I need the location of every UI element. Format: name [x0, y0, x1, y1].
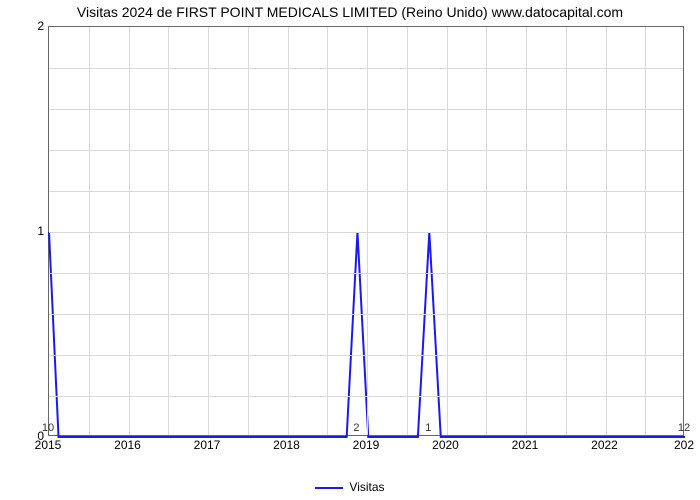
- legend-swatch: [315, 487, 343, 489]
- value-label: 1: [425, 422, 431, 434]
- legend-label: Visitas: [349, 480, 384, 494]
- value-label: 2: [353, 422, 359, 434]
- x-tick-label: 2017: [194, 438, 221, 452]
- x-tick-label: 2016: [114, 438, 141, 452]
- value-label: 12: [678, 422, 690, 434]
- legend: Visitas: [0, 480, 700, 494]
- x-tick-label: 2015: [35, 438, 62, 452]
- x-tick-label: 2018: [273, 438, 300, 452]
- y-tick-label: 2: [37, 19, 44, 33]
- x-tick-label: 2019: [353, 438, 380, 452]
- chart-title: Visitas 2024 de FIRST POINT MEDICALS LIM…: [0, 4, 700, 20]
- visits-chart: Visitas 2024 de FIRST POINT MEDICALS LIM…: [0, 0, 700, 500]
- x-tick-label: 202: [674, 438, 694, 452]
- plot-area: [48, 26, 684, 436]
- x-tick-label: 2021: [512, 438, 539, 452]
- x-tick-label: 2020: [432, 438, 459, 452]
- x-tick-label: 2022: [591, 438, 618, 452]
- value-label: 10: [42, 422, 54, 434]
- y-tick-label: 1: [37, 224, 44, 238]
